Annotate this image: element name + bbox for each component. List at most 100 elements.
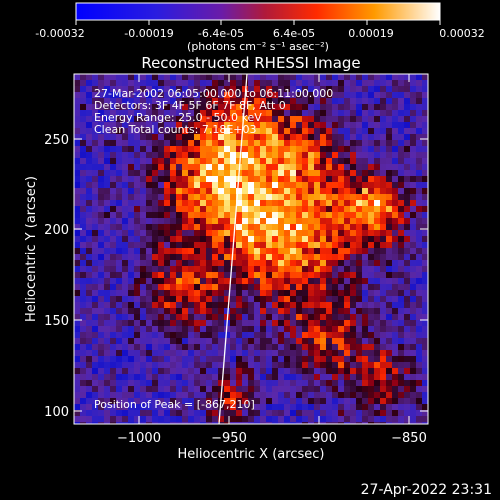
heatmap-cell [398,212,405,219]
heatmap-cell [284,92,291,99]
heatmap-cell [122,320,129,327]
heatmap-cell [116,170,123,177]
heatmap-cell [110,320,117,327]
heatmap-cell [146,188,153,195]
heatmap-cell [128,416,135,423]
heatmap-cell [422,260,428,267]
heatmap-cell [182,212,189,219]
heatmap-cell [344,140,351,147]
heatmap-cell [248,338,255,345]
heatmap-cell [176,392,183,399]
heatmap-cell [338,164,345,171]
heatmap-cell [398,278,405,285]
heatmap-cell [206,356,213,363]
heatmap-cell [296,314,303,321]
heatmap-cell [392,236,399,243]
heatmap-cell [152,356,159,363]
heatmap-cell [422,152,428,159]
heatmap-cell [206,254,213,261]
heatmap-cell [110,254,117,261]
heatmap-cell [182,422,189,424]
heatmap-cell [230,332,237,339]
heatmap-cell [110,284,117,291]
heatmap-cell [386,218,393,225]
heatmap-cell [104,134,111,141]
heatmap-cell [386,422,393,424]
heatmap-cell [272,188,279,195]
heatmap-cell [320,212,327,219]
heatmap-cell [134,212,141,219]
heatmap-cell [236,86,243,93]
heatmap-cell [170,98,177,105]
heatmap-cell [260,116,267,123]
heatmap-cell [308,134,315,141]
heatmap-cell [362,302,369,309]
heatmap-cell [278,80,285,87]
heatmap-cell [140,128,147,135]
heatmap-cell [242,380,249,387]
heatmap-cell [326,410,333,417]
colorbar-tick-label-4: 6.4e-05 [273,27,315,40]
heatmap-cell [410,410,417,417]
heatmap-cell [218,92,225,99]
heatmap-cell [320,218,327,225]
heatmap-cell [338,326,345,333]
heatmap-cell [140,326,147,333]
heatmap-cell [74,266,81,273]
heatmap-cell [212,74,219,81]
heatmap-cell [272,140,279,147]
heatmap-cell [152,290,159,297]
heatmap-cell [344,86,351,93]
heatmap-cell [224,410,231,417]
heatmap-cell [236,104,243,111]
heatmap-cell [242,74,249,81]
heatmap-cell [416,374,423,381]
heatmap-cell [380,200,387,207]
heatmap-cell [338,188,345,195]
heatmap-cell [224,74,231,81]
heatmap-cell [242,398,249,405]
heatmap-cell [248,176,255,183]
heatmap-cell [140,374,147,381]
heatmap-cell [140,122,147,129]
heatmap-cell [380,98,387,105]
heatmap-cell [398,320,405,327]
heatmap-cell [140,260,147,267]
heatmap-cell [122,236,129,243]
heatmap-cell [422,374,428,381]
heatmap-cell [332,332,339,339]
heatmap-cell [296,386,303,393]
heatmap-cell [86,242,93,249]
heatmap-cell [416,326,423,333]
heatmap-cell [404,182,411,189]
heatmap-cell [380,74,387,81]
heatmap-cell [338,248,345,255]
heatmap-cell [314,392,321,399]
heatmap-cell [398,296,405,303]
heatmap-cell [398,248,405,255]
heatmap-cell [356,170,363,177]
heatmap-cell [302,356,309,363]
heatmap-cell [314,98,321,105]
heatmap-cell [80,194,87,201]
heatmap-cell [308,146,315,153]
heatmap-cell [98,350,105,357]
heatmap-cell [152,284,159,291]
heatmap-cell [338,416,345,423]
heatmap-cell [332,302,339,309]
heatmap-cell [128,332,135,339]
heatmap-cell [254,104,261,111]
heatmap-cell [248,248,255,255]
heatmap-cell [188,140,195,147]
heatmap-cell [242,356,249,363]
heatmap-cell [200,242,207,249]
heatmap-cell [158,398,165,405]
heatmap-cell [224,230,231,237]
heatmap-cell [182,266,189,273]
heatmap-cell [374,176,381,183]
heatmap-cell [422,356,428,363]
heatmap-cell [92,182,99,189]
heatmap-cell [254,74,261,81]
heatmap-cell [302,134,309,141]
heatmap-cell [146,146,153,153]
